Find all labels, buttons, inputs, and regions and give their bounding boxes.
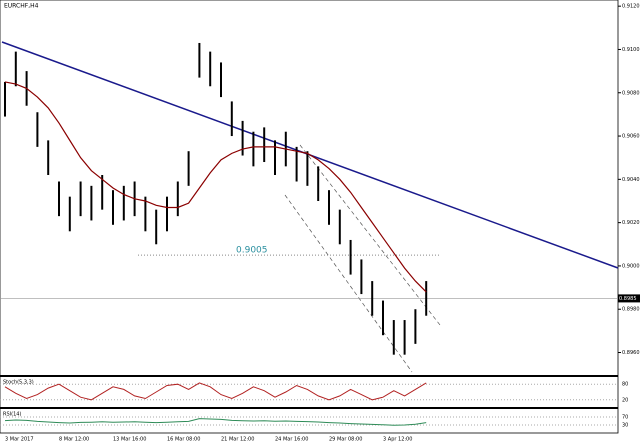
channel-line bbox=[284, 194, 413, 373]
rsi-label: RSI(14) bbox=[3, 412, 21, 418]
stochastic-label: Stoch(5,3,3) bbox=[3, 380, 34, 386]
x-tick-label: 3 Mar 2017 bbox=[5, 437, 34, 443]
level-label: 0.9005 bbox=[236, 246, 268, 256]
y-tick-label: 0.9020 bbox=[622, 220, 640, 226]
channel-line bbox=[299, 144, 441, 326]
y-tick-label: 70 bbox=[622, 415, 628, 421]
chart-title: EURCHF,H4 bbox=[4, 3, 39, 10]
y-tick-label: 0.8960 bbox=[622, 350, 640, 356]
y-tick-label: 0.9080 bbox=[622, 90, 640, 96]
x-tick-label: 3 Apr 12:00 bbox=[383, 437, 412, 443]
frame bbox=[0, 0, 619, 434]
rsi-line bbox=[4, 418, 427, 426]
x-tick-label: 24 Mar 16:00 bbox=[275, 437, 308, 443]
y-tick-label: 0.9060 bbox=[622, 134, 640, 140]
stochastic-line bbox=[4, 382, 427, 401]
y-tick-label: 0.9100 bbox=[622, 47, 640, 53]
x-tick-label: 13 Mar 16:00 bbox=[113, 437, 146, 443]
y-tick-label: 0.8980 bbox=[622, 307, 640, 313]
y-tick-label: 0.9040 bbox=[622, 177, 640, 183]
current-price-label: 0.8985 bbox=[619, 296, 637, 302]
x-tick-label: 29 Mar 08:00 bbox=[329, 437, 362, 443]
y-tick-label: 30 bbox=[622, 423, 628, 429]
y-tick-label: 0.9120 bbox=[622, 4, 640, 10]
y-tick-label: 80 bbox=[622, 382, 628, 388]
moving-average bbox=[4, 81, 427, 293]
x-tick-label: 16 Mar 08:00 bbox=[167, 437, 200, 443]
y-tick-label: 20 bbox=[622, 397, 628, 403]
x-tick-label: 21 Mar 12:00 bbox=[221, 437, 254, 443]
price-box bbox=[618, 294, 640, 303]
x-tick-label: 8 Mar 12:00 bbox=[59, 437, 89, 443]
y-tick-label: 0.9000 bbox=[622, 263, 640, 269]
